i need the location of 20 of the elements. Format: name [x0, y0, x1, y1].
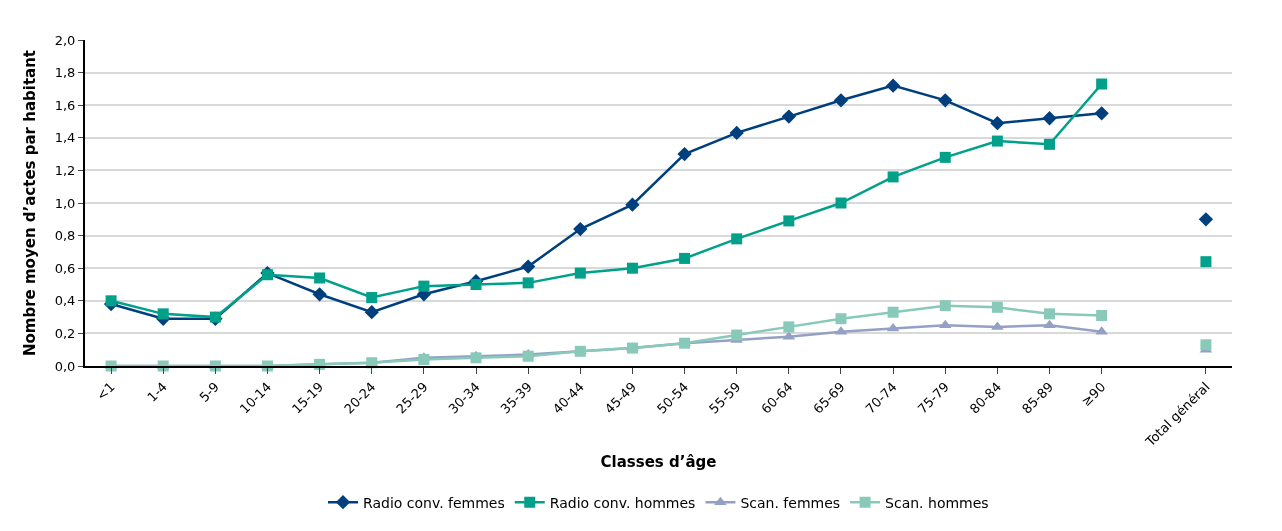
legend-label: Scan. hommes — [885, 494, 989, 511]
y-tick-label: 0,4 — [54, 293, 76, 309]
y-tick-label: 1,2 — [54, 162, 76, 178]
x-tick-label: <1 — [93, 379, 118, 404]
legend-label: Radio conv. hommes — [549, 494, 696, 511]
y-tick-label: 1,6 — [54, 97, 76, 113]
x-tick-label: 5-9 — [196, 379, 223, 405]
y-tick-label: 1,0 — [54, 195, 76, 211]
y-tick-label: 0,6 — [54, 260, 76, 276]
legend-label: Radio conv. femmes — [363, 494, 505, 511]
y-tick-label: 0,2 — [54, 325, 76, 341]
y-tick-label: 0,8 — [54, 228, 76, 244]
y-tick-label: 1,8 — [54, 65, 76, 81]
x-axis-title: Classes d’âge — [600, 453, 717, 472]
y-tick-label: 2,0 — [54, 32, 76, 48]
y-axis-title: Nombre moyen d’actes par habitant — [21, 49, 40, 357]
x-tick-label: 1-4 — [144, 379, 170, 405]
y-tick-label: 1,4 — [54, 130, 76, 146]
legend-label: Scan. femmes — [740, 494, 841, 511]
y-tick-label: 0,0 — [54, 358, 76, 374]
